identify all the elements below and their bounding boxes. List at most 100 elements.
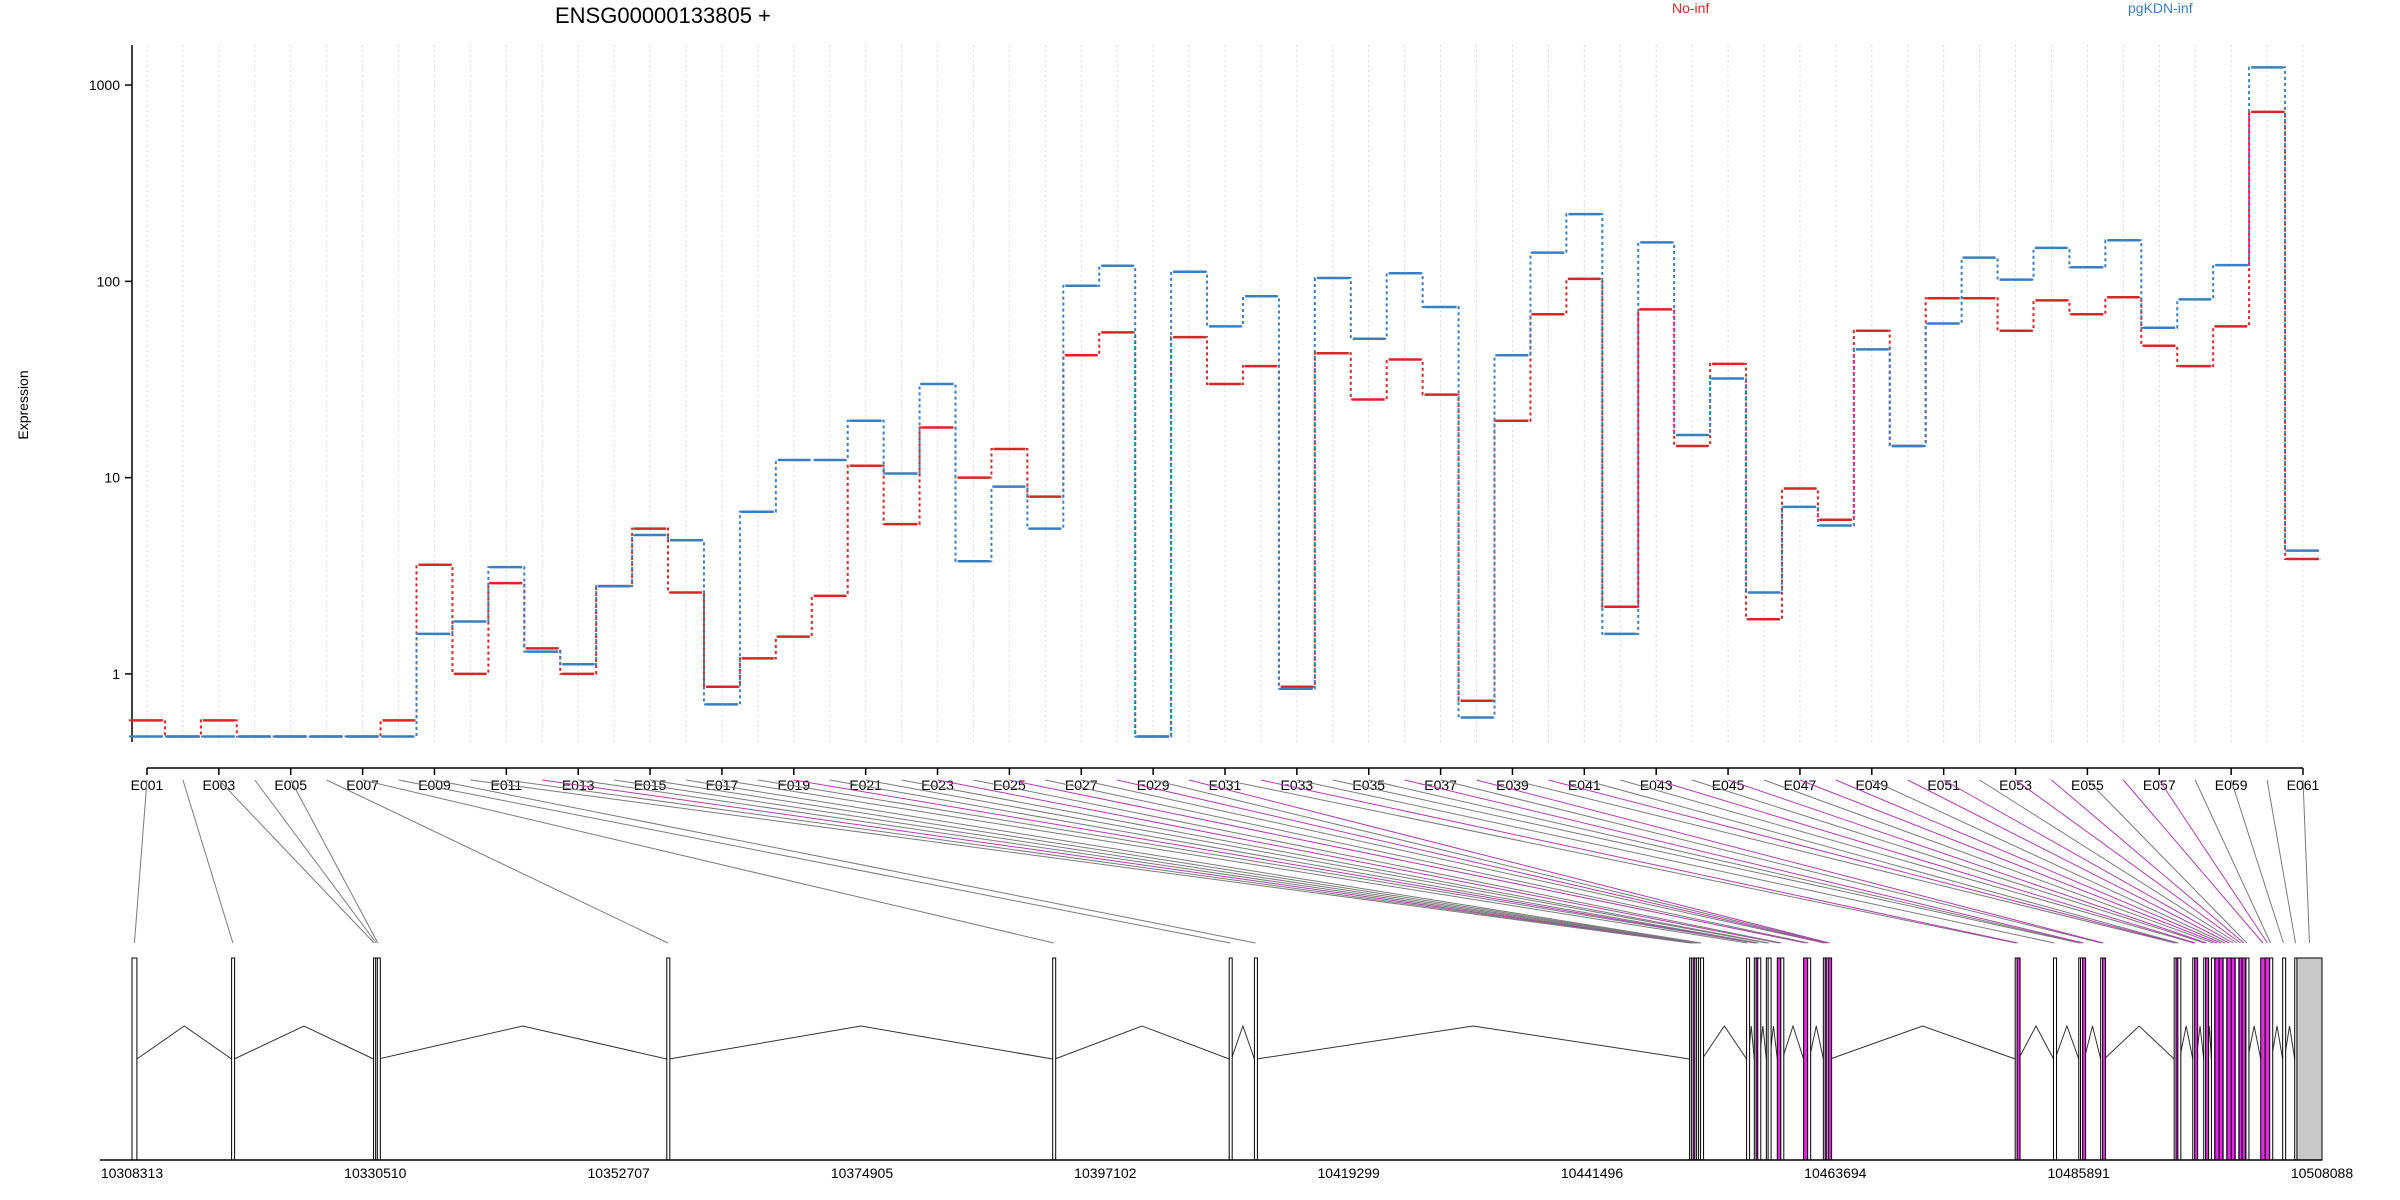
x-tick-label-E023: E023 <box>921 777 954 793</box>
exon-box-E030 <box>1828 957 1833 1161</box>
connector-E007 <box>362 779 1054 944</box>
intron-E016 <box>1701 1025 1748 1060</box>
connector-E006 <box>326 779 669 944</box>
exon-box-E009 <box>1253 957 1258 1161</box>
connector-E002 <box>182 779 234 944</box>
x-tick-label-E003: E003 <box>203 777 236 793</box>
x-tick-label-E029: E029 <box>1137 777 1170 793</box>
x-tick-label-E059: E059 <box>2215 777 2248 793</box>
intron-E038 <box>2103 1025 2175 1060</box>
y-tick-label-1: 1 <box>112 666 120 682</box>
connector-E012 <box>542 779 1694 944</box>
exon-box-E053 <box>2238 957 2243 1161</box>
intron-E058 <box>2270 1025 2284 1060</box>
exon-box-E043 <box>2194 957 2199 1161</box>
connector-E029 <box>1153 779 1828 944</box>
x-tick-label-E043: E043 <box>1640 777 1673 793</box>
connector-E050 <box>1907 779 2230 944</box>
connector-E058 <box>2194 779 2272 944</box>
exon-box-E002 <box>231 957 236 1161</box>
connector-E020 <box>829 779 1759 944</box>
connector-E049 <box>1871 779 2226 944</box>
connector-E041 <box>1584 779 2179 944</box>
exon-box-E026 <box>1807 957 1812 1161</box>
connector-E010 <box>470 779 1691 944</box>
connector-E037 <box>1440 779 2102 944</box>
x-tick-label-E045: E045 <box>1712 777 1745 793</box>
connector-E026 <box>1045 779 1809 944</box>
connector-E017 <box>721 779 1748 944</box>
x-tick-label-E051: E051 <box>1927 777 1960 793</box>
connector-E042 <box>1620 779 2194 944</box>
intron-E005 <box>378 1025 667 1060</box>
exon-box-E047 <box>2214 957 2220 1161</box>
x-tick-label-E053: E053 <box>1999 777 2032 793</box>
connector-E044 <box>1691 779 2205 944</box>
connector-E032 <box>1260 779 2018 944</box>
exon-box-E046 <box>2210 957 2216 1161</box>
y-tick-label-1000: 1000 <box>89 77 120 93</box>
connector-E008 <box>398 779 1231 944</box>
connector-E053 <box>2015 779 2241 944</box>
x-tick-label-E055: E055 <box>2071 777 2104 793</box>
exon-box-E020 <box>1757 957 1762 1161</box>
exon-box-E059 <box>2282 957 2287 1161</box>
genomic-tick-label-10352707: 10352707 <box>588 1165 651 1181</box>
connector-E052 <box>1979 779 2238 944</box>
x-tick-label-E057: E057 <box>2143 777 2176 793</box>
x-tick-label-E005: E005 <box>274 777 307 793</box>
connector-E022 <box>901 779 1769 944</box>
connector-E054 <box>2051 779 2245 944</box>
intron-E032 <box>2018 1024 2054 1060</box>
connector-E003 <box>218 779 375 944</box>
connector-E024 <box>973 779 1782 944</box>
intron-E041 <box>2179 1025 2194 1060</box>
exon-box-E033 <box>2053 957 2058 1161</box>
genomic-tick-label-10330510: 10330510 <box>344 1165 407 1181</box>
series-lines <box>129 66 2321 738</box>
connector-E055 <box>2087 779 2248 944</box>
connector-E009 <box>434 779 1256 944</box>
x-tick-label-E039: E039 <box>1496 777 1529 793</box>
exon-connector-lines <box>133 779 2310 944</box>
connector-E051 <box>1943 779 2234 944</box>
connector-E021 <box>865 779 1768 944</box>
intron-E008 <box>1230 1024 1255 1060</box>
connector-E015 <box>649 779 1700 944</box>
exon-box-E050 <box>2226 957 2232 1161</box>
legend-no-inf: No-inf <box>1672 0 1709 16</box>
connector-E060 <box>2266 779 2297 944</box>
connector-E014 <box>614 779 1698 944</box>
genomic-tick-label-10374905: 10374905 <box>831 1165 894 1181</box>
exon-box-E023 <box>1776 957 1782 1161</box>
chart-title: ENSG00000133805 + <box>555 3 771 28</box>
connector-E027 <box>1081 779 1825 944</box>
exon-box-E041 <box>2177 957 2182 1161</box>
exon-box-E008 <box>1228 957 1233 1161</box>
exon-box-E007 <box>1052 957 1057 1161</box>
connector-E045 <box>1727 779 2207 944</box>
connector-E047 <box>1799 779 2218 944</box>
genomic-tick-label-10308313: 10308313 <box>101 1165 164 1181</box>
connector-E048 <box>1835 779 2222 944</box>
intron-E002 <box>234 1025 374 1060</box>
genomic-tick-label-10485891: 10485891 <box>2048 1165 2111 1181</box>
x-tick-label-E049: E049 <box>1855 777 1888 793</box>
exon-box-E038 <box>2102 957 2107 1161</box>
axes: 1101001000E001E003E005E007E009E011E013E0… <box>89 45 2320 793</box>
connector-E034 <box>1332 779 2080 944</box>
x-tick-label-E031: E031 <box>1209 777 1242 793</box>
exon-box-E006 <box>666 957 671 1161</box>
exon-box-E048 <box>2218 957 2224 1161</box>
intron-E001 <box>136 1025 232 1060</box>
exon-box-E051 <box>2230 957 2236 1161</box>
connector-E046 <box>1763 779 2214 944</box>
intron-E007 <box>1054 1025 1230 1060</box>
genomic-tick-label-10463694: 10463694 <box>1804 1165 1867 1181</box>
intron-E036 <box>2083 1025 2102 1060</box>
y-tick-label-10: 10 <box>104 470 120 486</box>
connector-E038 <box>1476 779 2104 944</box>
intron-E006 <box>668 1025 1053 1060</box>
exon-box-E024 <box>1780 957 1785 1161</box>
